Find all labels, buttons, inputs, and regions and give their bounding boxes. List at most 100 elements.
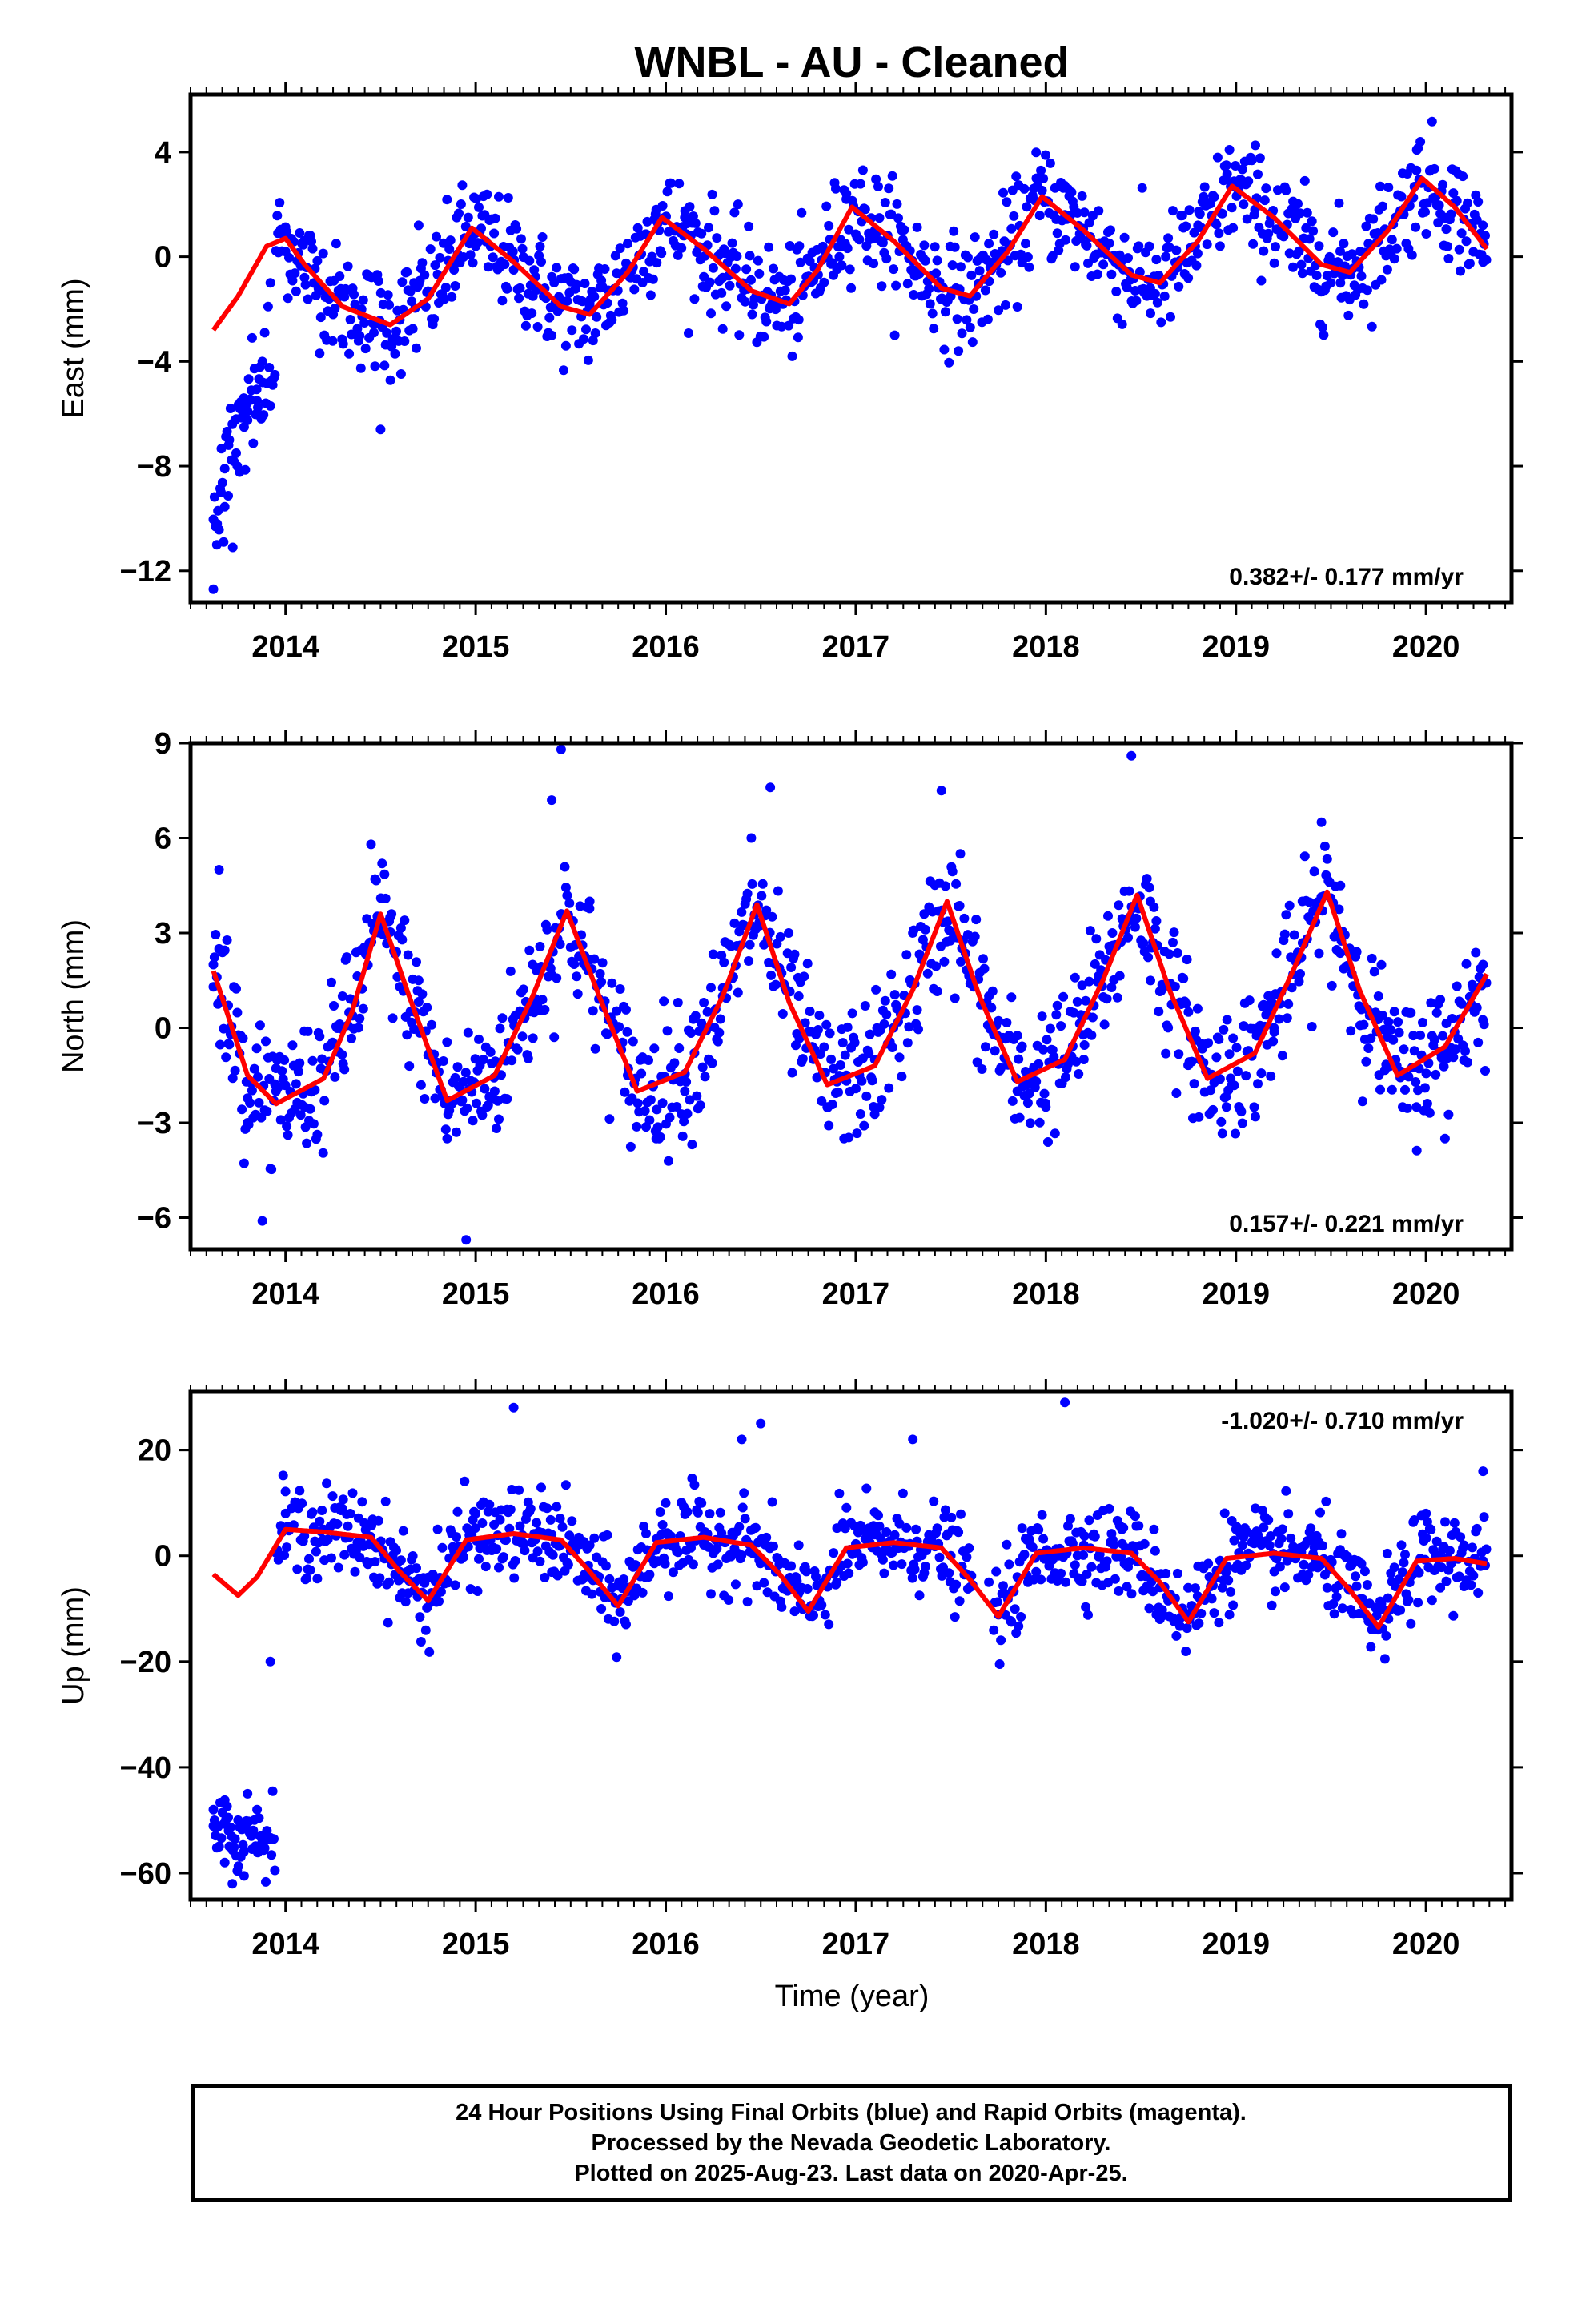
data-point xyxy=(793,1540,804,1550)
data-point xyxy=(277,1066,287,1076)
data-point xyxy=(908,928,918,938)
data-point xyxy=(238,1839,248,1850)
data-point xyxy=(786,274,797,284)
data-point xyxy=(1388,1035,1399,1045)
data-point xyxy=(532,322,543,332)
data-point xyxy=(1226,1586,1236,1597)
data-point xyxy=(797,1054,808,1064)
data-point xyxy=(295,1110,306,1120)
data-point xyxy=(786,963,797,972)
data-point xyxy=(472,1098,482,1108)
data-point xyxy=(1002,255,1013,266)
data-point xyxy=(1172,1568,1182,1578)
plot-frame xyxy=(188,1389,1514,1902)
data-point xyxy=(512,223,522,234)
data-point xyxy=(422,1003,432,1013)
data-point xyxy=(1460,1046,1470,1056)
data-point xyxy=(343,261,353,271)
data-point xyxy=(219,945,230,955)
data-point xyxy=(902,1038,913,1048)
data-point xyxy=(1002,1018,1012,1027)
data-point xyxy=(1456,266,1466,276)
data-point xyxy=(644,1055,653,1065)
data-point xyxy=(639,1522,649,1531)
data-point xyxy=(874,1521,885,1531)
data-point xyxy=(1106,225,1115,235)
data-point xyxy=(468,258,478,268)
data-point xyxy=(1163,233,1174,243)
data-point xyxy=(668,1567,678,1578)
data-point xyxy=(679,1116,689,1127)
data-point xyxy=(688,1559,698,1570)
data-point xyxy=(1411,1077,1421,1087)
x-tick-label: 2018 xyxy=(1012,630,1080,664)
data-point xyxy=(702,1007,713,1017)
data-point xyxy=(612,1006,622,1016)
data-point xyxy=(1406,1007,1416,1018)
data-point xyxy=(1345,1561,1355,1571)
data-point xyxy=(1307,216,1317,227)
data-point xyxy=(825,1028,835,1039)
data-point xyxy=(1014,1054,1024,1064)
data-point xyxy=(978,954,988,964)
y-tick-label: −4 xyxy=(137,345,171,379)
data-point xyxy=(230,1065,240,1076)
data-point xyxy=(1031,173,1042,183)
data-point xyxy=(824,1619,834,1630)
data-point xyxy=(1084,976,1094,987)
data-point xyxy=(358,1003,368,1014)
data-point xyxy=(674,179,685,189)
data-point xyxy=(450,1580,460,1590)
data-point xyxy=(762,1587,773,1598)
data-point xyxy=(734,330,745,340)
data-point xyxy=(252,396,263,406)
data-point xyxy=(1012,1086,1022,1096)
data-point xyxy=(984,991,994,1001)
data-point xyxy=(1274,1014,1284,1024)
data-point xyxy=(1017,1523,1027,1534)
data-point xyxy=(413,997,424,1007)
data-point xyxy=(1096,965,1106,975)
data-point xyxy=(1016,1612,1026,1622)
y-tick-label: 6 xyxy=(155,822,171,856)
data-point xyxy=(1382,264,1392,275)
data-point xyxy=(789,1606,800,1617)
data-point xyxy=(857,165,868,175)
data-point xyxy=(1288,262,1298,272)
data-point xyxy=(291,286,301,296)
data-point xyxy=(232,1007,243,1018)
data-point xyxy=(677,243,687,253)
data-point xyxy=(569,264,580,275)
data-point xyxy=(415,1612,425,1622)
data-point xyxy=(1084,1515,1094,1526)
data-point xyxy=(373,276,383,286)
data-point xyxy=(297,1498,307,1509)
data-point xyxy=(707,1058,717,1068)
data-point xyxy=(265,278,275,288)
data-point xyxy=(1293,199,1303,209)
data-point xyxy=(998,1581,1008,1591)
data-point xyxy=(681,1076,692,1087)
data-point xyxy=(1463,198,1472,208)
data-point xyxy=(311,1546,321,1557)
data-point xyxy=(413,975,424,986)
data-point xyxy=(717,1528,727,1538)
y-tick-label: 0 xyxy=(155,241,171,275)
data-point xyxy=(555,939,565,950)
data-point xyxy=(231,448,241,458)
data-point xyxy=(1403,1595,1414,1605)
data-point xyxy=(954,1527,964,1538)
data-point xyxy=(901,950,912,960)
data-point xyxy=(621,1619,631,1630)
data-point xyxy=(1038,174,1049,183)
data-point xyxy=(1051,1010,1062,1020)
y-tick-label: −3 xyxy=(137,1107,171,1140)
data-point xyxy=(1168,937,1178,947)
data-point xyxy=(1269,258,1279,268)
data-point xyxy=(589,1533,600,1543)
data-point xyxy=(492,1544,502,1554)
model-curve xyxy=(211,1526,1488,1630)
data-point xyxy=(1363,1043,1374,1053)
data-point xyxy=(489,1086,500,1096)
data-point xyxy=(1122,282,1132,292)
